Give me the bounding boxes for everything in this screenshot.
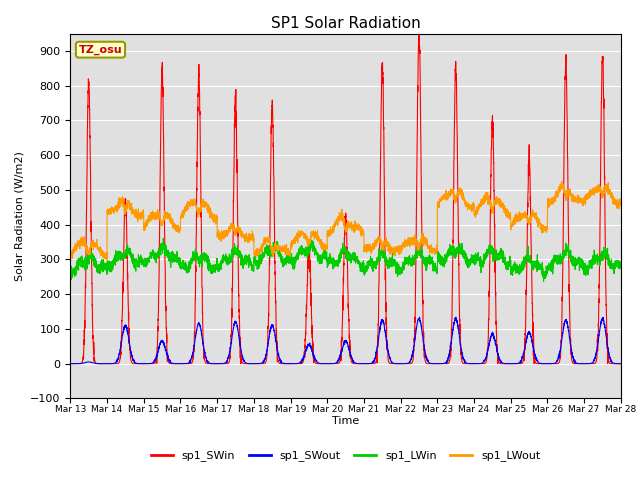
sp1_LWout <box>500 206 508 212</box>
sp1_LWin <box>540 278 547 284</box>
sp1_LWin <box>438 254 446 260</box>
Line: sp1_LWout: sp1_LWout <box>70 181 621 261</box>
sp1_SWin <box>500 361 508 367</box>
Line: sp1_SWout: sp1_SWout <box>70 317 621 364</box>
Title: SP1 Solar Radiation: SP1 Solar Radiation <box>271 16 420 31</box>
sp1_SWin <box>67 361 74 367</box>
sp1_SWin <box>166 360 173 366</box>
Line: sp1_LWin: sp1_LWin <box>70 238 621 281</box>
sp1_SWin <box>237 361 244 367</box>
sp1_SWout <box>617 361 625 367</box>
sp1_LWout <box>166 216 173 222</box>
sp1_SWin <box>469 361 477 367</box>
sp1_LWin <box>159 235 167 241</box>
sp1_SWin <box>616 361 624 367</box>
sp1_SWout <box>67 361 74 367</box>
sp1_LWout <box>469 207 477 213</box>
Line: sp1_SWin: sp1_SWin <box>70 22 621 364</box>
sp1_LWin <box>166 251 173 256</box>
Text: TZ_osu: TZ_osu <box>79 45 122 55</box>
sp1_LWin <box>616 264 624 269</box>
sp1_LWout <box>558 178 566 184</box>
sp1_SWout <box>325 361 333 367</box>
sp1_LWout <box>616 199 624 205</box>
sp1_SWout <box>438 360 446 366</box>
sp1_LWin <box>469 253 477 259</box>
sp1_SWout <box>469 361 477 367</box>
sp1_LWout <box>325 231 333 237</box>
sp1_SWout <box>416 314 424 320</box>
sp1_LWout <box>67 258 74 264</box>
X-axis label: Time: Time <box>332 417 359 426</box>
sp1_SWin <box>439 361 447 367</box>
sp1_LWout <box>67 253 74 259</box>
sp1_SWin <box>415 19 423 24</box>
sp1_LWin <box>500 258 508 264</box>
sp1_SWin <box>325 361 333 367</box>
Y-axis label: Solar Radiation (W/m2): Solar Radiation (W/m2) <box>15 151 25 281</box>
sp1_LWin <box>67 266 74 272</box>
sp1_LWout <box>617 203 625 208</box>
sp1_SWout <box>500 360 508 366</box>
sp1_SWout <box>166 358 173 364</box>
sp1_LWin <box>325 261 333 267</box>
sp1_LWout <box>438 193 446 199</box>
Legend: sp1_SWin, sp1_SWout, sp1_LWin, sp1_LWout: sp1_SWin, sp1_SWout, sp1_LWin, sp1_LWout <box>146 446 545 466</box>
sp1_SWout <box>616 361 624 367</box>
sp1_LWin <box>617 264 625 270</box>
sp1_SWin <box>617 361 625 367</box>
